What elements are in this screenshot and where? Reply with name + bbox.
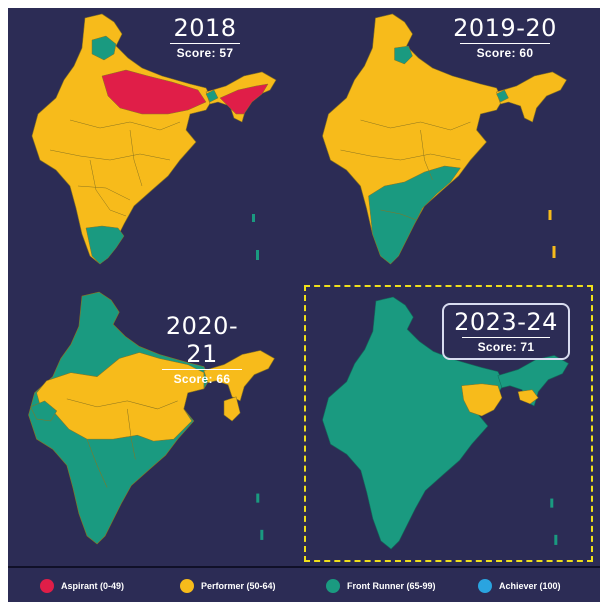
legend-item-achiever: Achiever (100) xyxy=(478,578,561,594)
region-front-runner-north xyxy=(394,45,413,65)
front-runner-swatch-icon xyxy=(326,579,340,593)
region-performer-east xyxy=(461,383,503,417)
score-label: Score: 66 xyxy=(173,372,231,386)
india-shape xyxy=(322,13,503,265)
year-label: 2023-24 xyxy=(454,308,558,336)
region-front-runner-west xyxy=(30,400,58,422)
legend-item-performer: Performer (50-64) xyxy=(180,578,276,594)
islands xyxy=(550,498,558,545)
score-label: Score: 57 xyxy=(176,46,234,60)
score-label: Score: 71 xyxy=(477,340,535,354)
region-front-runner-south xyxy=(85,225,125,265)
legend-label: Aspirant (0-49) xyxy=(61,581,125,591)
region-front-runner-north xyxy=(91,35,117,61)
title-rule xyxy=(460,43,550,44)
title-2018: 2018 Score: 57 xyxy=(160,14,250,60)
india-shape xyxy=(31,13,213,265)
region-aspirant-north xyxy=(101,69,207,115)
legend: Aspirant (0-49) Performer (50-64) Front … xyxy=(8,566,600,602)
legend-item-front-runner: Front Runner (65-99) xyxy=(326,578,436,594)
india-shape xyxy=(322,296,505,550)
islands xyxy=(256,493,264,540)
region-performer-north-central xyxy=(36,352,205,442)
legend-item-aspirant: Aspirant (0-49) xyxy=(40,578,124,594)
title-rule xyxy=(162,369,242,370)
region-front-runner-east xyxy=(496,89,509,103)
region-front-runner-east xyxy=(205,89,219,103)
india-map-2018 xyxy=(31,13,277,265)
year-label: 2019-20 xyxy=(453,14,557,42)
india-map-2019-20 xyxy=(322,13,567,265)
india-map-2023-24 xyxy=(322,296,569,550)
islands xyxy=(252,214,259,260)
highlight-frame-2023-24 xyxy=(304,285,593,562)
legend-label: Achiever (100) xyxy=(499,581,561,591)
title-rule xyxy=(170,43,240,44)
islands xyxy=(548,210,556,258)
year-label: 2020-21 xyxy=(165,312,239,368)
region-aspirant-east xyxy=(219,83,269,115)
title-2020-21: 2020-21 Score: 66 xyxy=(152,312,252,386)
region-front-runner-south xyxy=(368,165,461,265)
achiever-swatch-icon xyxy=(478,579,492,593)
internal-borders xyxy=(340,119,471,221)
legend-label: Performer (50-64) xyxy=(201,581,276,591)
region-performer-northeast xyxy=(517,389,539,405)
legend-label: Front Runner (65-99) xyxy=(347,581,436,591)
title-rule xyxy=(462,337,550,338)
ne-region xyxy=(203,350,275,402)
region-performer-east-coast xyxy=(223,396,241,422)
ne-region xyxy=(496,71,567,123)
internal-borders xyxy=(66,398,178,488)
score-label: Score: 60 xyxy=(476,46,534,60)
title-2019-20: 2019-20 Score: 60 xyxy=(450,14,560,60)
performer-swatch-icon xyxy=(180,579,194,593)
year-label: 2018 xyxy=(173,14,237,42)
title-2023-24: 2023-24 Score: 71 xyxy=(442,303,570,360)
internal-borders xyxy=(49,119,181,217)
india-map-2020-21 xyxy=(28,291,275,545)
aspirant-swatch-icon xyxy=(40,579,54,593)
